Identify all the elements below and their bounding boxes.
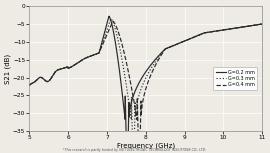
G=0.3 mm: [129, 113, 132, 115]
G=0.3 mm: [155, 59, 158, 61]
G=0.3 mm: [106, 27, 109, 28]
G=0.3 mm: [67, 67, 70, 69]
G=0.4 mm: [67, 67, 70, 69]
X-axis label: Frequency (GHz): Frequency (GHz): [117, 142, 175, 149]
G=0.4 mm: [155, 62, 158, 63]
G=0.4 mm: [106, 32, 109, 34]
G=0.2 mm: [106, 19, 109, 21]
Line: G=0.3 mm: G=0.3 mm: [29, 19, 262, 153]
G=0.4 mm: [59, 68, 62, 70]
G=0.4 mm: [129, 82, 132, 83]
Line: G=0.4 mm: G=0.4 mm: [29, 21, 262, 153]
G=0.2 mm: [59, 68, 62, 70]
G=0.4 mm: [28, 84, 31, 86]
G=0.2 mm: [150, 62, 154, 64]
G=0.3 mm: [59, 68, 62, 70]
G=0.2 mm: [261, 23, 264, 25]
G=0.3 mm: [28, 84, 31, 86]
G=0.2 mm: [129, 104, 132, 106]
G=0.4 mm: [261, 23, 264, 25]
G=0.3 mm: [261, 23, 264, 25]
Text: *This research is partly funded by VIET ELECTRONIC TECHNOLOGY SOLUTIONS CO., LTD: *This research is partly funded by VIET …: [63, 148, 207, 152]
G=0.2 mm: [107, 15, 110, 17]
G=0.4 mm: [150, 71, 154, 73]
G=0.3 mm: [109, 18, 113, 20]
Legend: G=0.2 mm, G=0.3 mm, G=0.4 mm: G=0.2 mm, G=0.3 mm, G=0.4 mm: [213, 67, 258, 90]
G=0.2 mm: [28, 84, 31, 86]
G=0.4 mm: [111, 20, 114, 22]
Line: G=0.2 mm: G=0.2 mm: [29, 16, 262, 153]
G=0.3 mm: [150, 66, 154, 68]
G=0.2 mm: [155, 57, 158, 59]
Y-axis label: S21 (dB): S21 (dB): [4, 54, 11, 84]
G=0.2 mm: [67, 67, 70, 69]
